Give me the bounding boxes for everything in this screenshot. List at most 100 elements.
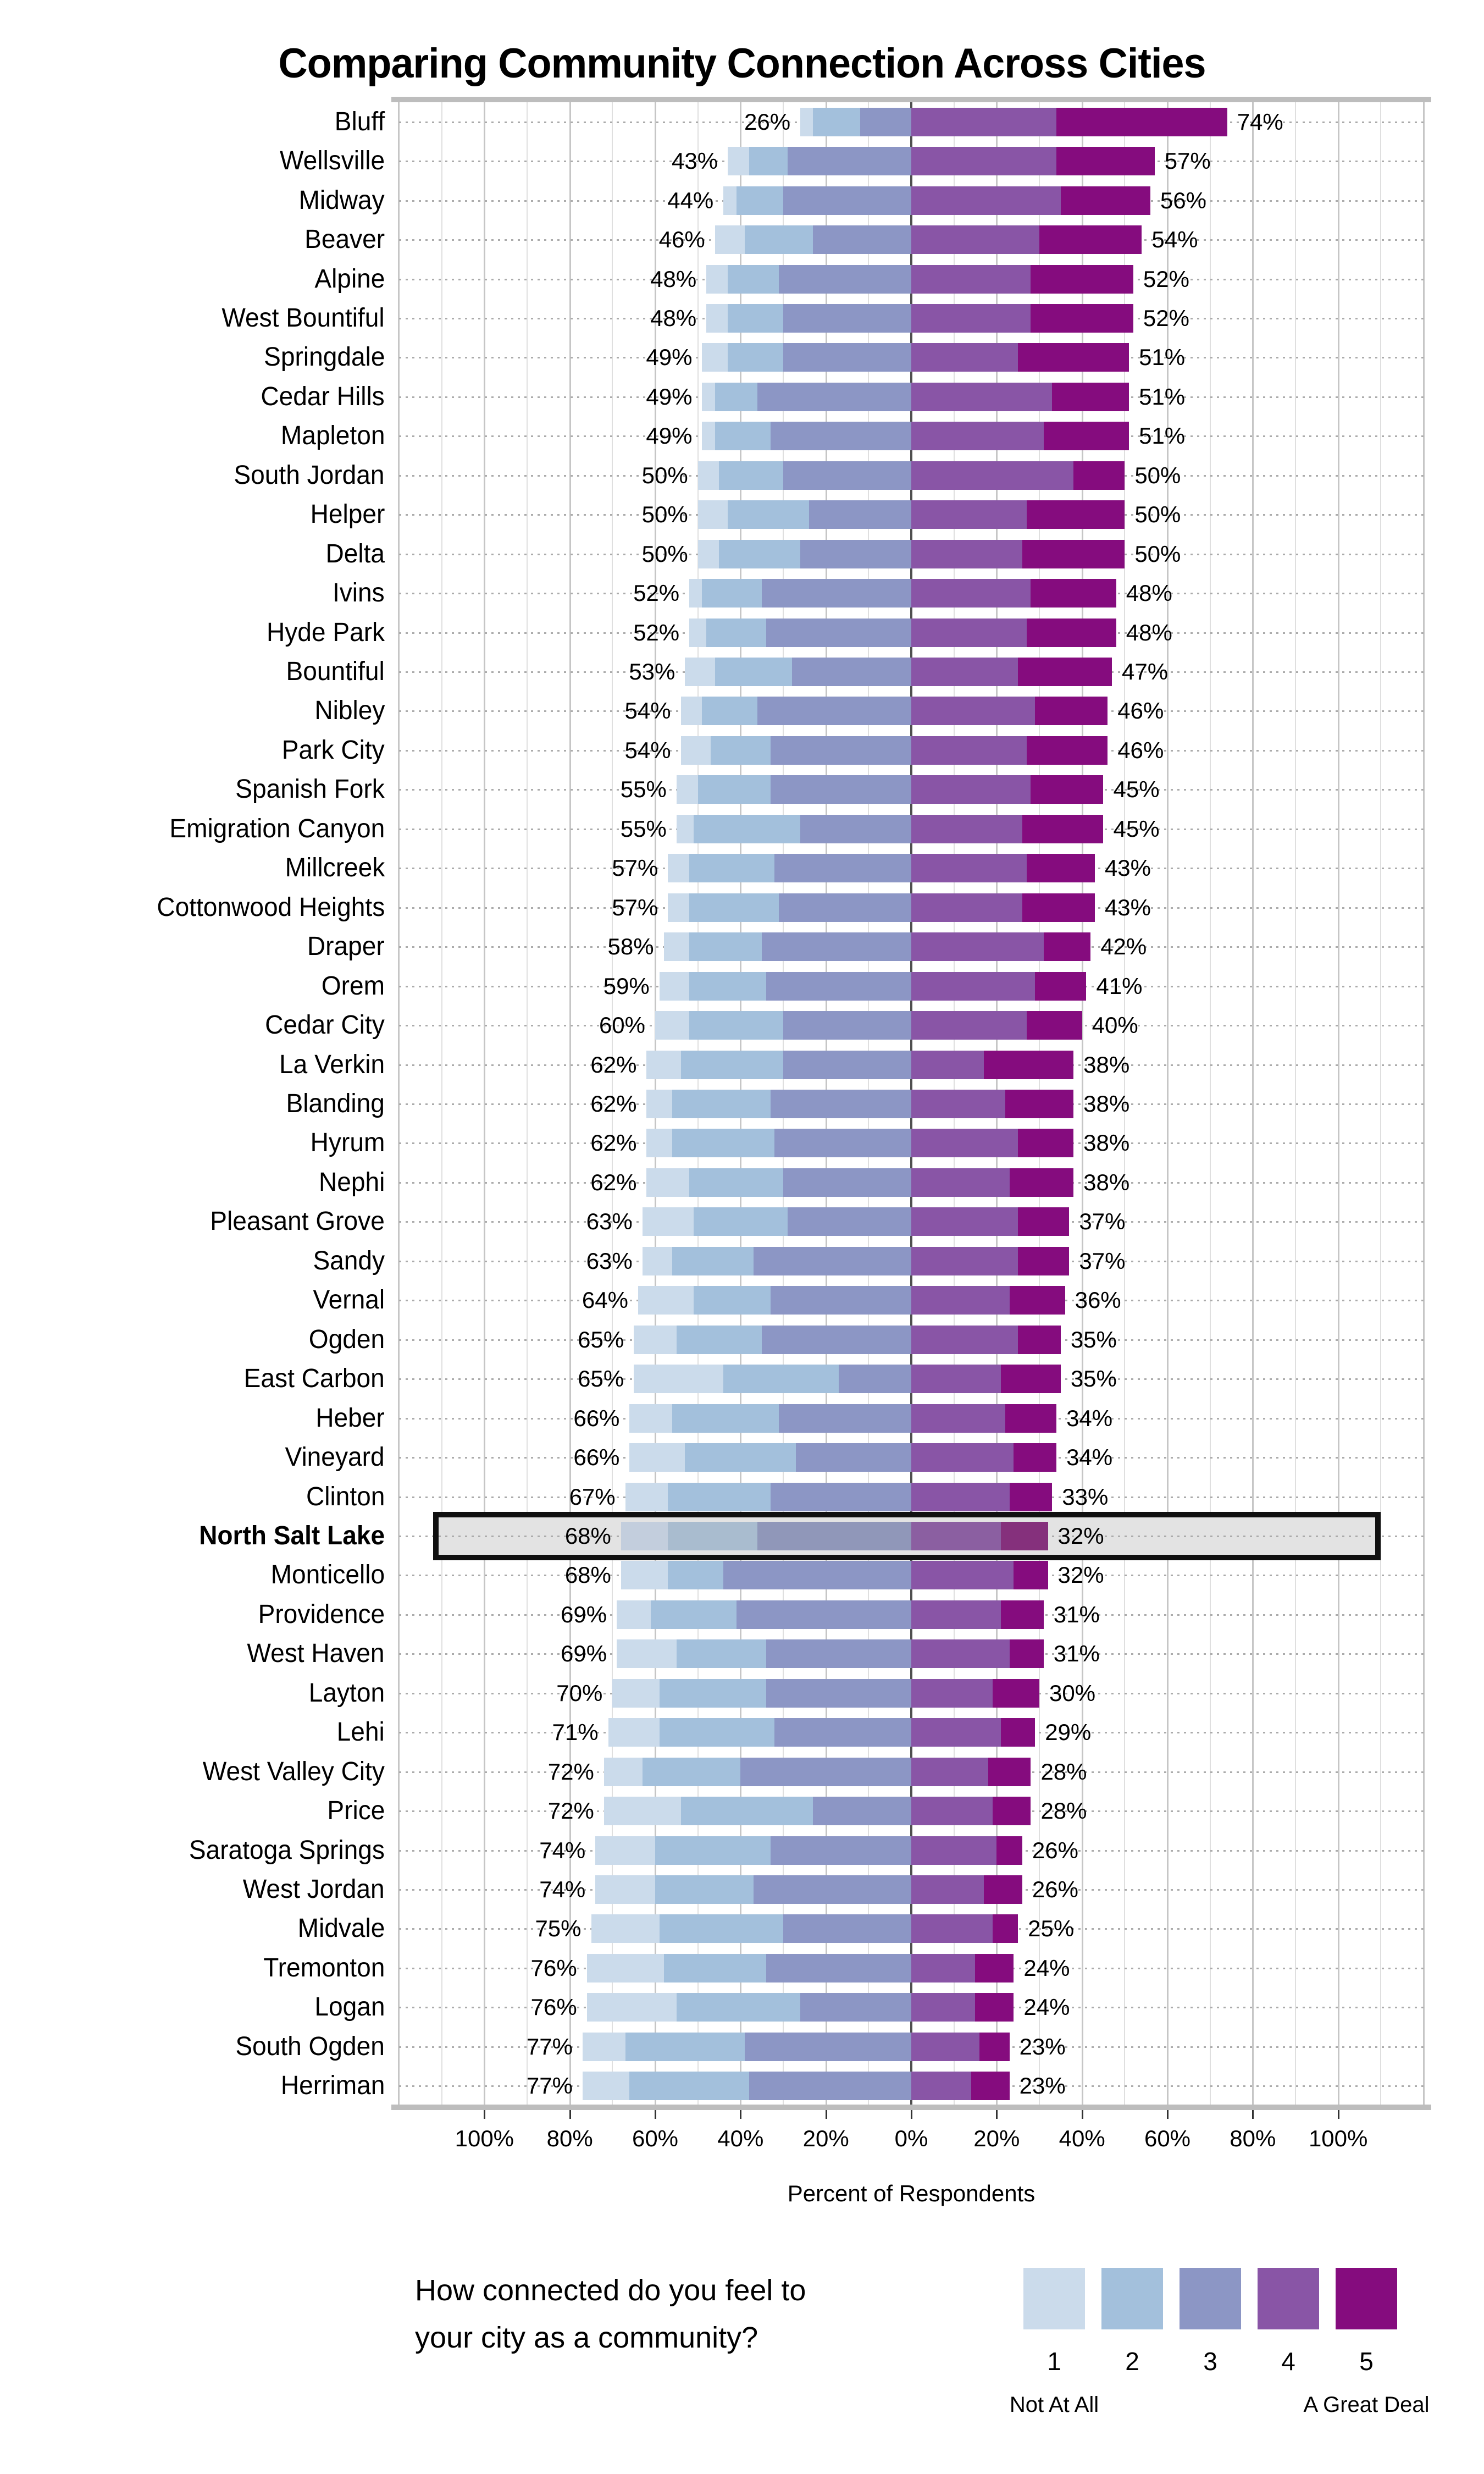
right-percent-label: 25% (1028, 1915, 1075, 1942)
bar-segment-level-3 (787, 147, 911, 176)
bar-segment-level-1 (646, 1050, 681, 1079)
bar-segment-level-3 (762, 1325, 911, 1354)
bar-segment-level-4 (911, 1521, 1001, 1550)
left-percent-label: 74% (539, 1837, 586, 1863)
bar-segment-level-2 (745, 225, 813, 255)
bar-segment-level-5 (1022, 893, 1095, 922)
left-percent-label: 68% (564, 1562, 611, 1588)
highlight-row-border (433, 1511, 1381, 1560)
right-axis-spine (1423, 102, 1425, 2107)
right-percent-label: 37% (1079, 1247, 1126, 1274)
bar-segment-level-1 (625, 1482, 668, 1511)
legend-low-caption: Not At All (1009, 2393, 1099, 2417)
right-percent-label: 24% (1023, 1994, 1070, 2020)
bar-segment-level-5 (1060, 186, 1150, 215)
likert-bar (659, 971, 1087, 1001)
bar-segment-level-5 (1039, 225, 1142, 255)
bar-segment-level-4 (911, 186, 1061, 215)
left-percent-label: 76% (530, 1994, 577, 2020)
bar-segment-level-4 (911, 1757, 988, 1786)
bar-segment-level-3 (779, 264, 911, 294)
legend-level-number: 5 (1359, 2347, 1374, 2376)
left-axis-spine (398, 102, 400, 2107)
bar-segment-level-3 (787, 1207, 911, 1236)
bar-segment-level-1 (697, 539, 719, 568)
bar-segment-level-4 (911, 736, 1027, 765)
bar-segment-level-2 (668, 1482, 771, 1511)
bar-segment-level-2 (659, 1914, 783, 1943)
bar-segment-level-1 (668, 893, 690, 922)
bar-segment-level-4 (911, 1090, 1005, 1118)
legend-swatch-4 (1258, 2268, 1319, 2329)
bar-segment-level-1 (800, 107, 813, 136)
bar-segment-level-2 (702, 579, 762, 608)
bar-segment-level-5 (1073, 461, 1125, 490)
bar-segment-level-1 (697, 500, 728, 529)
right-percent-label: 34% (1066, 1444, 1113, 1471)
bar-segment-level-5 (1026, 618, 1116, 647)
right-percent-label: 46% (1117, 737, 1164, 763)
bar-segment-level-1 (634, 1325, 677, 1354)
bar-segment-level-4 (911, 1718, 1001, 1747)
bar-segment-level-5 (1018, 1207, 1070, 1236)
likert-bar (642, 1246, 1070, 1275)
bar-segment-level-2 (706, 618, 766, 647)
left-percent-label: 57% (612, 894, 658, 920)
city-label: Tremonton (263, 1953, 385, 1982)
bar-segment-level-3 (800, 1993, 911, 2022)
bar-segment-level-2 (715, 422, 771, 451)
bar-segment-level-5 (1056, 107, 1227, 136)
bar-segment-level-3 (770, 422, 911, 451)
bar-segment-level-1 (680, 736, 711, 765)
bar-segment-level-1 (621, 1521, 668, 1550)
right-percent-label: 42% (1100, 934, 1147, 960)
bar-segment-level-5 (1001, 1600, 1044, 1629)
likert-bar (706, 303, 1133, 333)
bar-segment-level-5 (975, 1993, 1014, 2022)
bar-segment-level-2 (689, 854, 775, 883)
x-axis-tick (655, 2110, 656, 2119)
bar-segment-level-1 (591, 1914, 660, 1943)
left-percent-label: 58% (607, 934, 654, 960)
bar-segment-level-3 (757, 697, 911, 726)
right-percent-label: 50% (1134, 540, 1181, 567)
left-percent-label: 50% (641, 462, 688, 488)
bar-segment-level-4 (911, 932, 1044, 962)
bar-segment-level-3 (779, 893, 911, 922)
city-label: North Salt Lake (199, 1521, 385, 1550)
bar-segment-level-5 (1031, 264, 1133, 294)
bar-segment-level-1 (603, 1757, 643, 1786)
right-percent-label: 48% (1126, 619, 1172, 645)
city-label: Mapleton (280, 421, 385, 451)
likert-bar (663, 932, 1091, 962)
x-axis-tick-label: 20% (802, 2125, 849, 2151)
city-label: Price (327, 1796, 385, 1826)
likert-bar (595, 1836, 1022, 1865)
city-label: Heber (315, 1403, 385, 1433)
city-label: Midway (298, 185, 385, 215)
bar-segment-level-5 (1018, 658, 1112, 687)
bar-segment-level-2 (702, 697, 758, 726)
likert-bar (715, 225, 1142, 255)
bar-segment-level-5 (1035, 971, 1087, 1001)
bar-segment-level-3 (783, 1050, 911, 1079)
right-percent-label: 34% (1066, 1405, 1113, 1431)
city-label: West Jordan (243, 1875, 385, 1904)
bar-segment-level-4 (911, 658, 1018, 687)
bar-segment-level-3 (736, 1600, 911, 1629)
likert-bar (603, 1757, 1031, 1786)
bar-segment-level-2 (672, 1404, 779, 1433)
likert-bar (655, 1011, 1082, 1040)
bar-segment-level-2 (685, 1443, 796, 1472)
bar-segment-level-4 (911, 1050, 984, 1079)
left-percent-label: 72% (547, 1758, 594, 1785)
city-label: Park City (282, 735, 385, 765)
bar-segment-level-1 (706, 264, 728, 294)
right-percent-label: 35% (1070, 1326, 1117, 1352)
bar-segment-level-5 (992, 1797, 1031, 1826)
likert-bar (800, 107, 1227, 136)
bar-segment-level-4 (911, 1207, 1018, 1236)
likert-bar (668, 893, 1095, 922)
bar-segment-level-1 (603, 1797, 681, 1826)
bar-segment-level-3 (762, 579, 911, 608)
